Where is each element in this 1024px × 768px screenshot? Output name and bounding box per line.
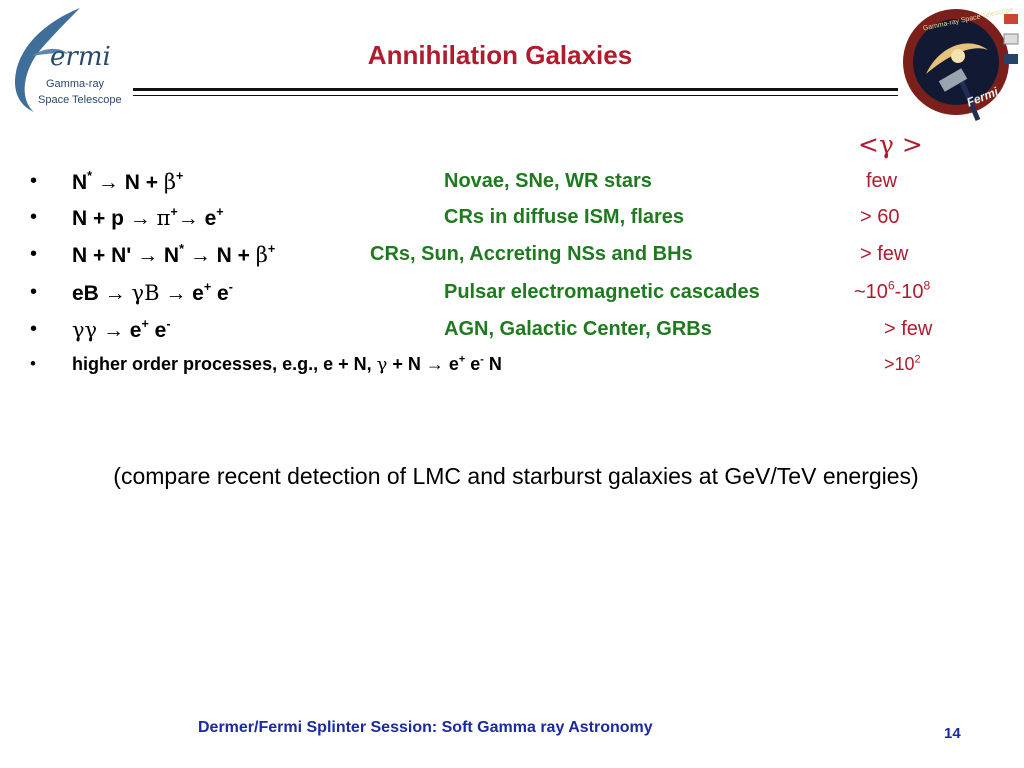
- list-item: • eB → γB → e+ e- Pulsar electromagnetic…: [0, 278, 1024, 315]
- bullet: •: [30, 243, 38, 265]
- source-text: CRs in diffuse ISM, flares: [444, 206, 685, 228]
- logo-word: ermi: [50, 42, 111, 72]
- page-number: 14: [944, 725, 961, 742]
- logo-line2: Space Telescope: [38, 94, 122, 106]
- slide-title: Annihilation Galaxies: [367, 40, 633, 70]
- gamma-value: few: [866, 170, 898, 192]
- list-item: • higher order processes, e.g., e + N, γ…: [0, 354, 1024, 388]
- gamma-value: ~106-108: [854, 278, 931, 303]
- process-text: N + N' → N* → N + β+: [72, 242, 276, 267]
- fermi-logo-left: ermi Gamma-ray Space Telescope: [2, 2, 130, 114]
- mission-patch-icon: [903, 9, 1019, 121]
- bullet: •: [30, 318, 38, 340]
- bullet: •: [30, 281, 38, 303]
- footer-text: Dermer/Fermi Splinter Session: Soft Gamm…: [198, 719, 653, 736]
- bullet: •: [30, 206, 38, 228]
- fermi-swirl-icon: [14, 8, 81, 112]
- process-text: higher order processes, e.g., e + N, γ +…: [72, 353, 502, 375]
- bullet: •: [30, 354, 36, 373]
- gamma-value: >102: [884, 353, 921, 374]
- source-text: CRs, Sun, Accreting NSs and BHs: [370, 243, 693, 265]
- title-rule-thin: [133, 95, 898, 96]
- gamma-value: > few: [860, 243, 909, 265]
- source-text: Pulsar electromagnetic cascades: [444, 281, 760, 303]
- gamma-value: > few: [884, 318, 933, 340]
- comparison-note: (compare recent detection of LMC and sta…: [113, 463, 919, 489]
- bullet: •: [30, 170, 38, 192]
- fermi-patch-logo: Gamma-ray Space Telescope Fermi: [900, 4, 1024, 124]
- gamma-value: > 60: [860, 206, 900, 228]
- process-text: γγ → e+ e-: [72, 317, 171, 342]
- logo-line1: Gamma-ray: [46, 78, 105, 90]
- process-text: N* → N + β+: [72, 169, 184, 194]
- list-item: • N + p → π+→ e+ CRs in diffuse ISM, fla…: [0, 206, 1024, 240]
- list-item: • N + N' → N* → N + β+ CRs, Sun, Accreti…: [0, 243, 1024, 277]
- process-text: eB → γB → e+ e-: [72, 280, 233, 305]
- list-item: • N* → N + β+ Novae, SNe, WR stars few: [0, 170, 1024, 204]
- list-item: • γγ → e+ e- AGN, Galactic Center, GRBs …: [0, 318, 1024, 352]
- title-rule-thick: [133, 88, 898, 91]
- source-text: Novae, SNe, WR stars: [444, 170, 652, 192]
- gamma-column-header: <γ >: [858, 130, 923, 159]
- source-text: AGN, Galactic Center, GRBs: [444, 318, 712, 340]
- process-text: N + p → π+→ e+: [72, 205, 224, 230]
